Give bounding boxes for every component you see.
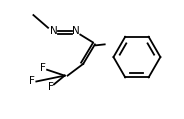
Text: N: N xyxy=(72,26,80,36)
Text: F: F xyxy=(48,82,54,92)
Text: N: N xyxy=(50,26,58,36)
Text: F: F xyxy=(29,77,34,87)
Text: F: F xyxy=(40,63,46,73)
